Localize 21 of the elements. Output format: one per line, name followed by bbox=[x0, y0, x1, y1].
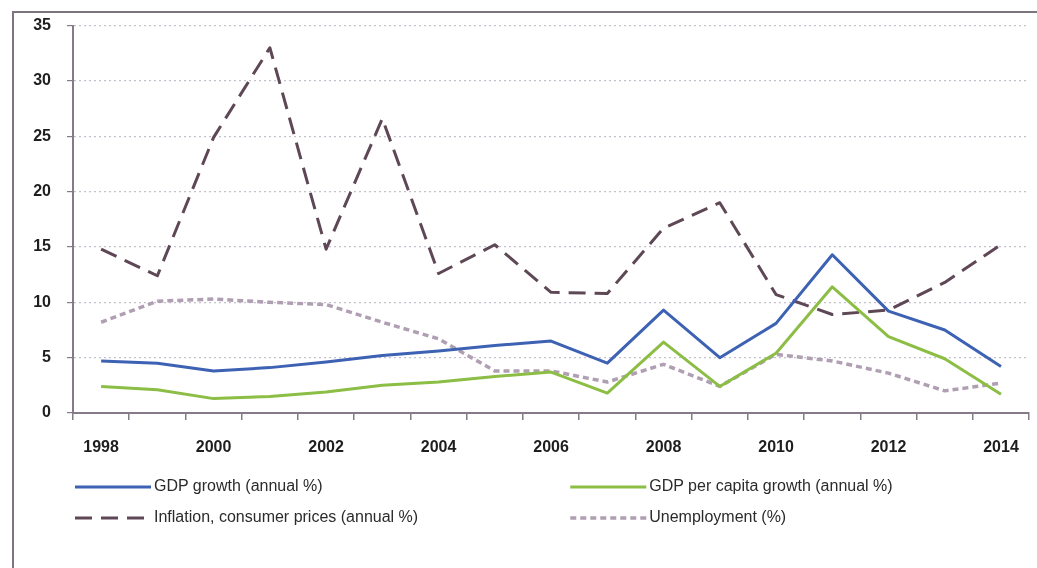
x-tick-label: 2008 bbox=[645, 438, 682, 456]
y-tick-label: 25 bbox=[33, 126, 52, 144]
legend-label: GDP per capita growth (annual %) bbox=[649, 477, 893, 495]
x-tick-label: 2004 bbox=[420, 438, 457, 456]
y-tick-label: 30 bbox=[33, 71, 52, 89]
y-tick-label: 5 bbox=[42, 348, 52, 366]
y-tick-label: 15 bbox=[33, 237, 52, 255]
y-tick-label: 10 bbox=[33, 292, 52, 310]
y-tick-label: 35 bbox=[33, 16, 52, 34]
y-tick-label: 0 bbox=[42, 403, 52, 421]
x-tick-label: 2012 bbox=[870, 438, 907, 456]
x-tick-label: 2000 bbox=[195, 438, 232, 456]
legend-label: Inflation, consumer prices (annual %) bbox=[154, 508, 419, 526]
x-tick-label: 1998 bbox=[83, 438, 120, 456]
legend-label: GDP growth (annual %) bbox=[154, 477, 323, 495]
legend-label: Unemployment (%) bbox=[649, 508, 787, 526]
x-tick-label: 2002 bbox=[308, 438, 344, 456]
x-tick-label: 2006 bbox=[533, 438, 569, 456]
y-tick-label: 20 bbox=[33, 182, 52, 200]
x-tick-label: 2014 bbox=[983, 438, 1019, 456]
x-tick-label: 2010 bbox=[758, 438, 794, 456]
